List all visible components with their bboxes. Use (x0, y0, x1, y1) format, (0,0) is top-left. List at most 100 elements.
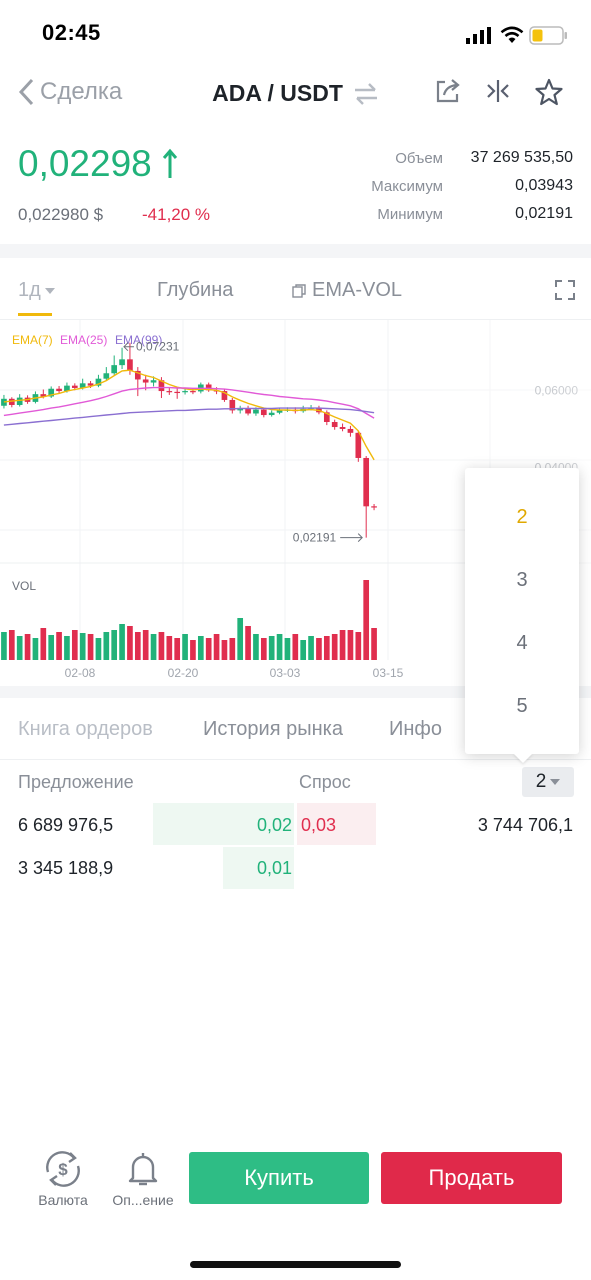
volume-bar (292, 634, 299, 660)
candle (205, 384, 212, 391)
currency-label: Валюта (38, 1192, 88, 1208)
high-marker-arrow (123, 342, 134, 352)
candle (48, 388, 55, 397)
tab-info[interactable]: Инфо (389, 718, 442, 740)
section-divider (0, 686, 591, 698)
bid-depth-bar (153, 803, 294, 845)
volume-bar (190, 640, 196, 660)
currency-button[interactable]: $ Валюта (30, 1150, 96, 1208)
depth-select[interactable]: 2 (522, 767, 574, 797)
price-usd: 0,022980 $ (18, 205, 104, 224)
share-icon[interactable] (435, 78, 461, 104)
volume-bar (150, 634, 157, 660)
currency-exchange-icon: $ (46, 1151, 80, 1187)
ema25-line (3, 386, 375, 419)
candle (253, 409, 259, 414)
candle (229, 399, 236, 411)
volume-bar (32, 638, 39, 660)
candle (221, 391, 228, 400)
volume-bar (111, 630, 118, 660)
volume-bar (331, 634, 338, 660)
low-price-label: 0,02191 (293, 531, 337, 545)
tab-depth[interactable]: Глубина (157, 279, 234, 301)
swap-icon[interactable] (353, 82, 379, 106)
candle (127, 359, 133, 371)
x-tick-label: 02-20 (168, 666, 199, 680)
candle (95, 378, 102, 386)
compare-icon[interactable] (485, 78, 511, 104)
tab-order-book[interactable]: Книга ордеров (18, 718, 153, 740)
bid-qty: 3 345 188,9 (18, 858, 114, 878)
bid-qty: 6 689 976,5 (18, 815, 114, 835)
candle (1, 398, 7, 406)
ema-legend-item: EMA(7) (12, 333, 53, 347)
volume-bar (213, 634, 220, 660)
last-price-value: 0,02298 (18, 143, 152, 184)
back-button[interactable]: Сделка (18, 78, 122, 106)
volume-bar (166, 636, 173, 660)
layers-icon (292, 283, 306, 298)
ema99-line (3, 407, 375, 426)
home-indicator (190, 1261, 401, 1268)
candle (158, 380, 165, 392)
dropdown-pointer (513, 753, 533, 763)
stat-volume-value: 37 269 535,50 (470, 149, 573, 166)
sell-button[interactable]: Продать (381, 1152, 562, 1204)
candle (134, 370, 141, 380)
volume-bar (323, 636, 330, 660)
tab-interval[interactable]: 1д (18, 279, 55, 302)
fullscreen-icon[interactable] (555, 280, 575, 300)
candle (64, 385, 70, 392)
volume-bar (134, 632, 141, 660)
pair-label: ADA / USDT (212, 80, 343, 106)
arrow-up-icon (162, 148, 177, 178)
x-tick-label: 03-15 (373, 666, 404, 680)
volume-bar (300, 640, 307, 660)
signal-icon (466, 27, 492, 44)
bell-icon (128, 1153, 158, 1186)
candle (276, 410, 283, 413)
volume-bar (253, 634, 259, 660)
depth-option[interactable]: 3 (516, 569, 528, 591)
depth-option[interactable]: 2 (516, 506, 528, 528)
chart-top-border (0, 319, 591, 320)
candle (150, 380, 157, 383)
volume-bar (308, 636, 314, 660)
tab-market-history[interactable]: История рынка (203, 718, 343, 740)
depth-option[interactable]: 5 (516, 695, 528, 717)
candle (363, 457, 370, 507)
candle (355, 432, 362, 458)
chevron-left-icon (18, 78, 34, 106)
volume-bar (182, 634, 188, 660)
volume-bar (127, 626, 133, 660)
volume-bar (24, 634, 31, 660)
last-price: 0,02298 (18, 143, 178, 185)
volume-bar (119, 624, 125, 660)
alert-label: Оп...ение (112, 1192, 174, 1208)
vol-label: VOL (12, 579, 36, 593)
tab-indicator[interactable]: EMA-VOL (292, 279, 402, 302)
alert-button[interactable]: Оп...ение (106, 1150, 180, 1208)
candle (56, 388, 62, 392)
candle (8, 398, 15, 405)
volume-bar (79, 633, 86, 660)
buy-button[interactable]: Купить (189, 1152, 369, 1204)
depth-option[interactable]: 4 (516, 632, 528, 654)
volume-bar (64, 636, 70, 660)
bid-header: Предложение (18, 772, 134, 792)
depth-dropdown: 2 3 4 5 (465, 468, 579, 754)
candle (71, 385, 78, 388)
x-tick-label: 03-03 (270, 666, 301, 680)
section-divider (0, 244, 591, 258)
tab-indicator-label: EMA-VOL (312, 279, 403, 301)
star-icon[interactable] (535, 78, 563, 106)
candle (40, 394, 47, 397)
volume-bar (174, 638, 181, 660)
volume-bar (347, 630, 354, 660)
stat-high-label: Максимум (371, 178, 443, 195)
x-tick-label: 02-08 (65, 666, 96, 680)
tabs-border (0, 759, 591, 760)
candle (323, 412, 330, 422)
stat-low-value: 0,02191 (515, 205, 573, 222)
volume-bar (142, 630, 149, 660)
